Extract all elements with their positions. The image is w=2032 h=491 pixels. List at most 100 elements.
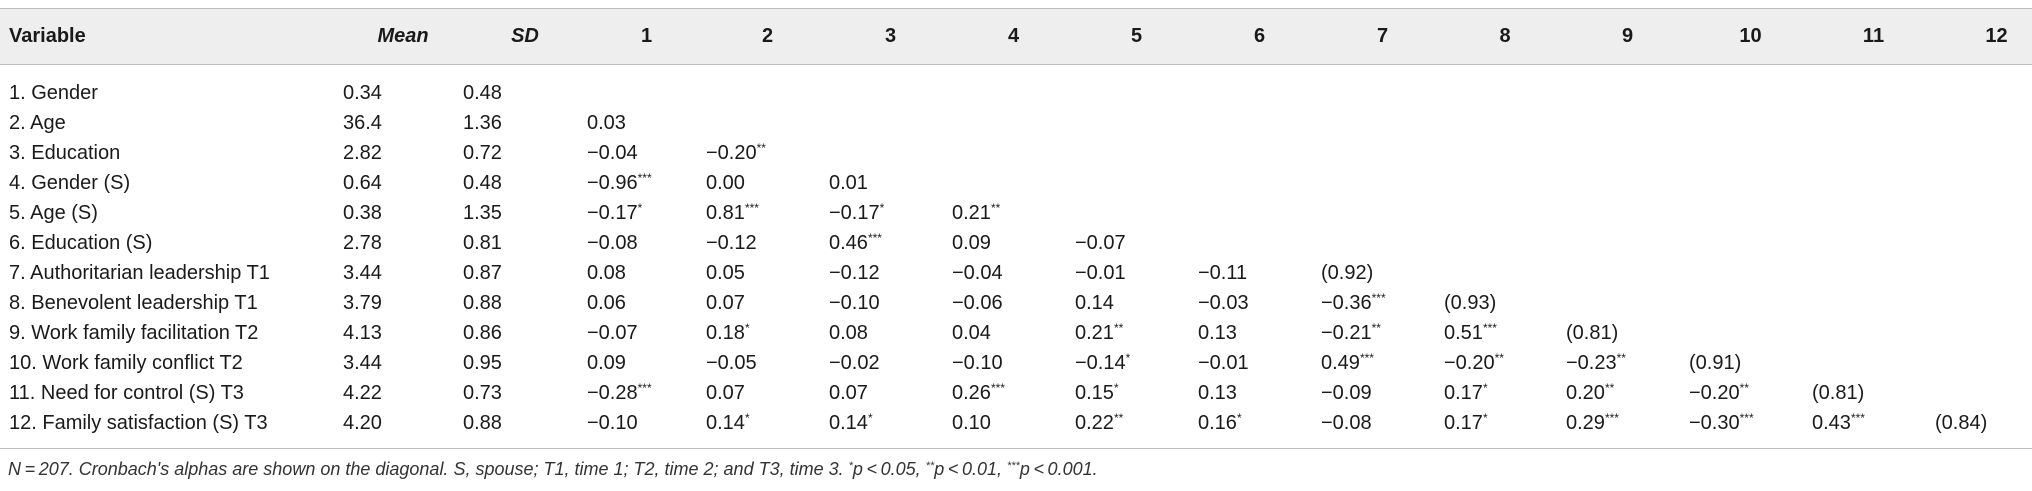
value-cell: −0.20** (1444, 351, 1504, 374)
value-cell (1444, 229, 1566, 259)
value-cell: 0.16* (1198, 410, 1242, 434)
value-cell: −0.30*** (1689, 410, 1754, 434)
value-cell (1444, 169, 1566, 199)
value-cell: (0.92) (1321, 262, 1374, 284)
value-cell (1935, 289, 2032, 319)
value-cell (1198, 229, 1321, 259)
value-cell: 0.07 (706, 292, 745, 314)
value-cell (1812, 109, 1935, 139)
value-cell (1198, 199, 1321, 229)
column-header-11: 11 (1812, 8, 1935, 65)
value-cell: 0.95 (463, 352, 502, 374)
value-cell: 0.04 (952, 322, 991, 344)
value-cell: −0.07 (1075, 232, 1126, 254)
column-header-10: 10 (1689, 8, 1812, 65)
table-body: 1. Gender 0.34 0.48 2. Age 36.4 1.36 0.03 3. Ed… (0, 65, 2032, 449)
value-cell (1689, 109, 1812, 139)
column-header-5: 5 (1075, 8, 1198, 65)
value-cell: −0.08 (587, 232, 638, 254)
value-cell: −0.21** (1321, 321, 1381, 344)
value-cell: −0.09 (1321, 382, 1372, 404)
value-cell: 0.48 (463, 82, 502, 105)
column-header-9: 9 (1566, 8, 1689, 65)
value-cell: 0.86 (463, 322, 502, 344)
table-row: 10. Work family conflict T2 3.44 0.95 0.09 −… (0, 349, 2032, 379)
value-cell: 0.73 (463, 382, 502, 404)
value-cell (829, 65, 952, 109)
value-cell (1812, 169, 1935, 199)
value-cell: 0.00 (706, 172, 745, 194)
value-cell: 0.14* (829, 410, 873, 434)
value-cell: 0.08 (587, 262, 626, 284)
column-header-3: 3 (829, 8, 952, 65)
value-cell (1935, 169, 2032, 199)
value-cell: −0.96*** (587, 171, 652, 194)
value-cell (706, 109, 829, 139)
value-cell: 0.51*** (1444, 321, 1497, 344)
column-header-12: 12 (1935, 8, 2032, 65)
value-cell (1935, 259, 2032, 289)
value-cell: −0.36*** (1321, 291, 1386, 314)
value-cell: 4.20 (343, 411, 382, 434)
value-cell: 2.82 (343, 142, 382, 164)
value-cell (1321, 65, 1444, 109)
table-row: 4. Gender (S) 0.64 0.48 −0.96*** 0.00 0.01 (0, 169, 2032, 199)
value-cell: 0.07 (706, 382, 745, 404)
value-cell: 3.44 (343, 262, 382, 284)
value-cell: 4.13 (343, 322, 382, 344)
value-cell: 4.22 (343, 382, 382, 404)
variable-cell: 12. Family satisfaction (S) T3 (9, 411, 268, 434)
value-cell: −0.03 (1198, 292, 1249, 314)
value-cell: 2.78 (343, 232, 382, 254)
value-cell (1566, 229, 1689, 259)
value-cell: −0.02 (829, 352, 880, 374)
value-cell: 0.81*** (706, 201, 759, 224)
table-row: 8. Benevolent leadership T1 3.79 0.88 0.06 0… (0, 289, 2032, 319)
value-cell (1444, 65, 1566, 109)
value-cell: 0.81 (463, 232, 502, 254)
value-cell (1444, 199, 1566, 229)
value-cell: 0.10 (952, 411, 991, 434)
value-cell (1935, 229, 2032, 259)
value-cell (1075, 169, 1198, 199)
value-cell: −0.20** (706, 141, 766, 164)
value-cell (1935, 65, 2032, 109)
value-cell (1689, 259, 1812, 289)
value-cell (1566, 259, 1689, 289)
value-cell: −0.12 (829, 262, 880, 284)
column-header-7: 7 (1321, 8, 1444, 65)
variable-cell: 9. Work family facilitation T2 (9, 322, 259, 344)
value-cell: 0.29*** (1566, 410, 1619, 434)
value-cell: −0.10 (587, 411, 638, 434)
value-cell: −0.28*** (587, 381, 652, 404)
value-cell (1566, 65, 1689, 109)
value-cell: 0.26*** (952, 381, 1005, 404)
value-cell: −0.14* (1075, 351, 1131, 374)
value-cell: −0.06 (952, 292, 1003, 314)
value-cell: (0.93) (1444, 292, 1497, 314)
value-cell (952, 139, 1075, 169)
value-cell: 3.44 (343, 352, 382, 374)
value-cell: 0.03 (587, 112, 626, 134)
column-header-variable: Variable (0, 8, 343, 65)
variable-cell: 11. Need for control (S) T3 (9, 382, 244, 404)
value-cell: 0.72 (463, 142, 502, 164)
value-cell: −0.10 (952, 352, 1003, 374)
table-header: Variable Mean SD 1 2 3 4 5 6 7 8 9 10 11 12 (0, 8, 2032, 65)
value-cell: −0.12 (706, 232, 757, 254)
variable-cell: 4. Gender (S) (9, 172, 131, 194)
value-cell (1812, 289, 1935, 319)
value-cell: 0.17* (1444, 381, 1488, 404)
table-footnote: N = 207. Cronbach's alphas are shown on … (8, 459, 1098, 479)
value-cell: 0.07 (829, 382, 868, 404)
value-cell (1935, 109, 2032, 139)
value-cell (1935, 319, 2032, 349)
value-cell (1075, 199, 1198, 229)
value-cell (706, 65, 829, 109)
value-cell (1321, 169, 1444, 199)
value-cell: −0.07 (587, 322, 638, 344)
value-cell (1935, 379, 2032, 409)
value-cell (1321, 199, 1444, 229)
value-cell: 0.21** (952, 201, 1001, 224)
